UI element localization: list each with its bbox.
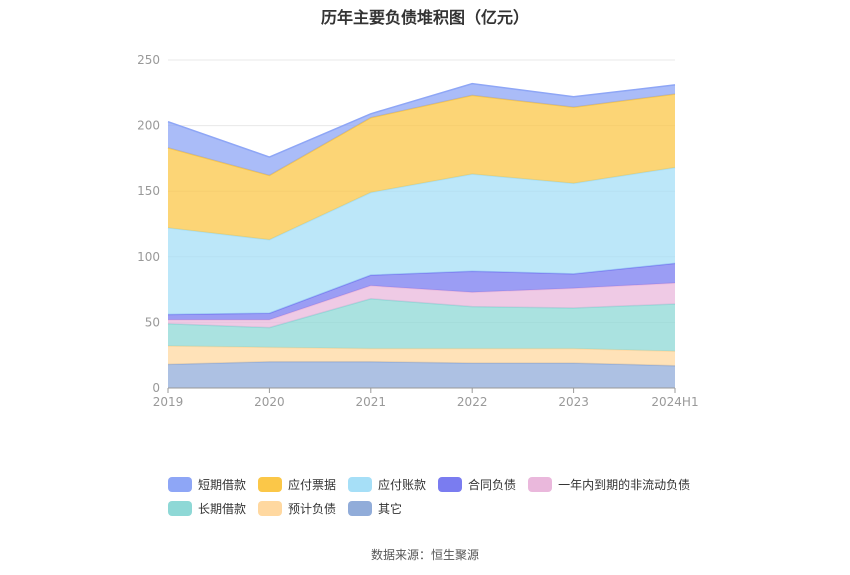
legend: 短期借款 应付票据 应付账款 合同负债 一年内到期的非流动负债长期借款 预计负债 其它 — [168, 472, 728, 520]
x-tick-label: 2022 — [457, 395, 488, 409]
legend-label: 其它 — [378, 501, 403, 516]
y-tick-label: 150 — [137, 184, 160, 198]
x-tick-label: 2020 — [254, 395, 285, 409]
y-tick-label: 100 — [137, 250, 160, 264]
legend-item[interactable]: 一年内到期的非流动负债 — [528, 472, 690, 496]
legend-item[interactable]: 长期借款 — [168, 496, 246, 520]
area-应付票据 — [168, 94, 675, 240]
data-source: 数据来源：恒生聚源 — [370, 548, 479, 562]
legend-item[interactable]: 短期借款 — [168, 472, 246, 496]
legend-item[interactable]: 合同负债 — [438, 472, 516, 496]
area-应付账款 — [168, 167, 675, 315]
area-合同负债 — [168, 263, 675, 320]
x-tick-label: 2021 — [356, 395, 387, 409]
area-series — [167, 82, 676, 388]
legend-swatch — [168, 476, 192, 492]
legend-swatch — [528, 476, 553, 492]
legend-swatch — [258, 500, 283, 516]
area-一年内到期的非流动负债 — [168, 283, 675, 328]
y-tick-label: 50 — [145, 315, 160, 329]
legend-label: 应付账款 — [378, 477, 427, 492]
x-tick-label: 2019 — [153, 395, 184, 409]
legend-swatch — [348, 476, 373, 492]
legend-label: 预计负债 — [288, 501, 337, 516]
legend-item[interactable]: 其它 — [348, 496, 402, 520]
legend-item[interactable]: 应付票据 — [258, 472, 336, 496]
legend-swatch — [438, 476, 463, 492]
x-tick-label: 2024H1 — [651, 395, 698, 409]
legend-label: 一年内到期的非流动负债 — [558, 477, 691, 492]
axes: 0 50 100 150 200 250 2019 2020 2021 2022 2023 2024H… — [137, 53, 699, 409]
y-tick-label: 0 — [152, 381, 160, 395]
area-其它 — [168, 361, 675, 388]
legend-swatch — [168, 500, 192, 516]
chart-title: 历年主要负债堆积图（亿元） — [320, 8, 529, 27]
legend-swatch — [348, 500, 373, 516]
legend-label: 长期借款 — [198, 501, 247, 516]
area-line-短期借款 — [167, 82, 676, 158]
legend-item[interactable]: 应付账款 — [348, 472, 426, 496]
area-短期借款 — [168, 83, 675, 176]
legend-label: 合同负债 — [468, 477, 517, 492]
area-预计负债 — [168, 346, 675, 366]
y-tick-label: 200 — [137, 119, 160, 133]
area-长期借款 — [168, 298, 675, 352]
legend-item[interactable]: 预计负债 — [258, 496, 336, 520]
legend-label: 应付票据 — [288, 477, 337, 492]
legend-swatch — [258, 476, 283, 492]
legend-label: 短期借款 — [198, 477, 247, 492]
y-tick-label: 250 — [137, 53, 160, 67]
x-tick-label: 2023 — [558, 395, 589, 409]
